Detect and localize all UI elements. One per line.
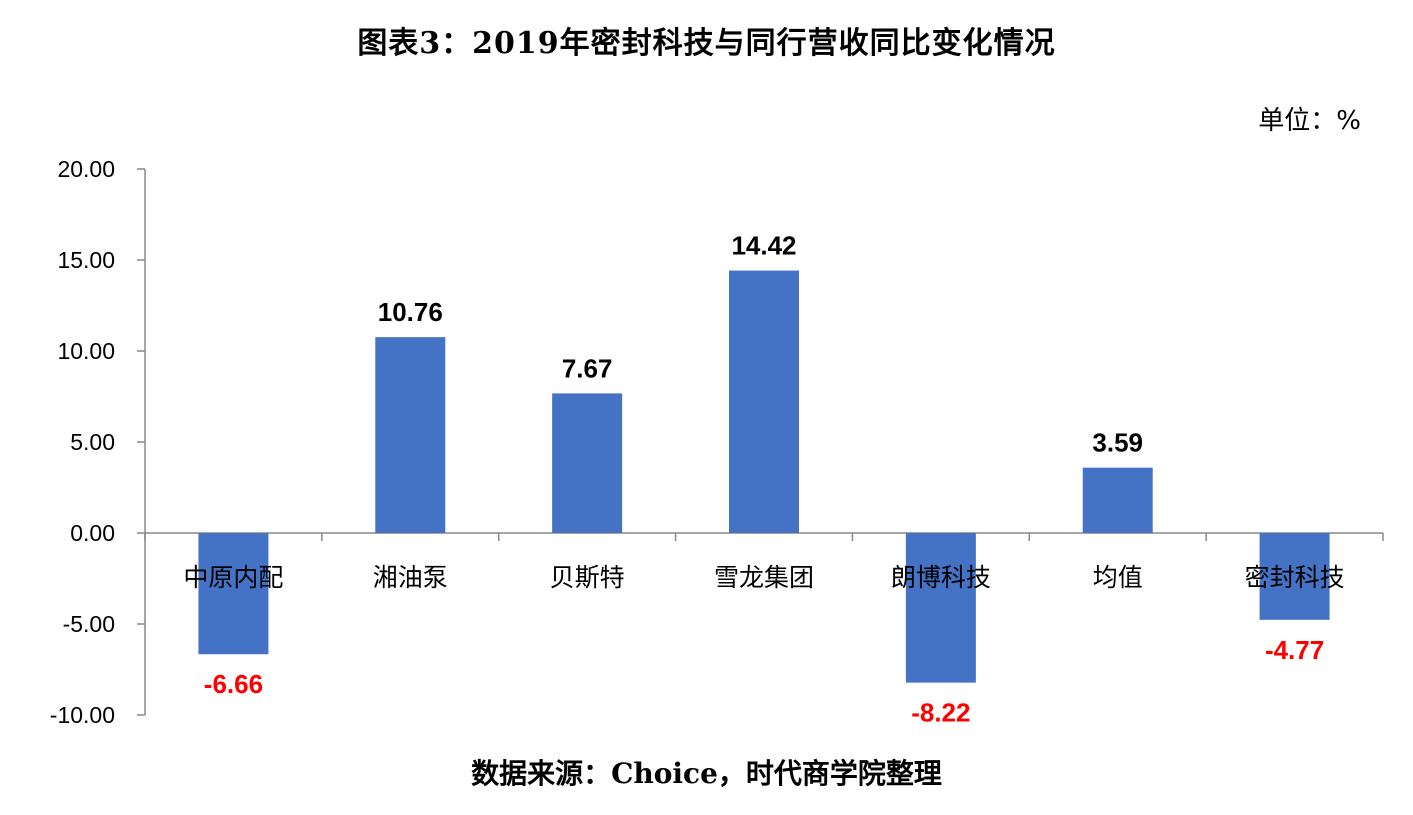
- bar-4: [729, 270, 799, 533]
- data-label: -6.66: [204, 669, 263, 699]
- category-label: 贝斯特: [550, 563, 625, 592]
- bar-6: [1082, 467, 1153, 533]
- bar-1: [198, 533, 269, 655]
- category-label: 雪龙集团: [714, 563, 814, 592]
- y-tick-label: 15.00: [57, 247, 115, 273]
- unit-label: 单位：%: [1258, 106, 1361, 136]
- y-tick-label: 10.00: [57, 338, 115, 364]
- source-note: 数据来源：Choice，时代商学院整理: [471, 757, 942, 790]
- data-label: 10.76: [378, 297, 443, 327]
- data-label: 14.42: [731, 231, 796, 261]
- y-tick-label: 5.00: [70, 429, 115, 455]
- chart-title: 图表3：2019年密封科技与同行营收同比变化情况: [357, 26, 1056, 61]
- category-label: 密封科技: [1245, 563, 1345, 592]
- data-label: 3.59: [1092, 428, 1143, 458]
- category-label: 湘油泵: [373, 563, 448, 592]
- bar-5: [905, 533, 976, 683]
- bar-7: [1259, 533, 1330, 620]
- data-label: -8.22: [911, 698, 970, 728]
- bar-3: [552, 393, 623, 533]
- bar-2: [375, 337, 446, 533]
- y-tick-label: -10.00: [50, 702, 115, 728]
- data-label: -4.77: [1265, 635, 1324, 665]
- y-tick-label: 20.00: [57, 156, 115, 182]
- data-label: 7.67: [562, 353, 613, 383]
- category-label: 均值: [1093, 563, 1143, 592]
- category-label: 中原内配: [183, 563, 283, 592]
- y-tick-label: -5.00: [63, 611, 115, 637]
- category-label: 朗博科技: [891, 563, 991, 592]
- y-tick-label: 0.00: [70, 520, 115, 546]
